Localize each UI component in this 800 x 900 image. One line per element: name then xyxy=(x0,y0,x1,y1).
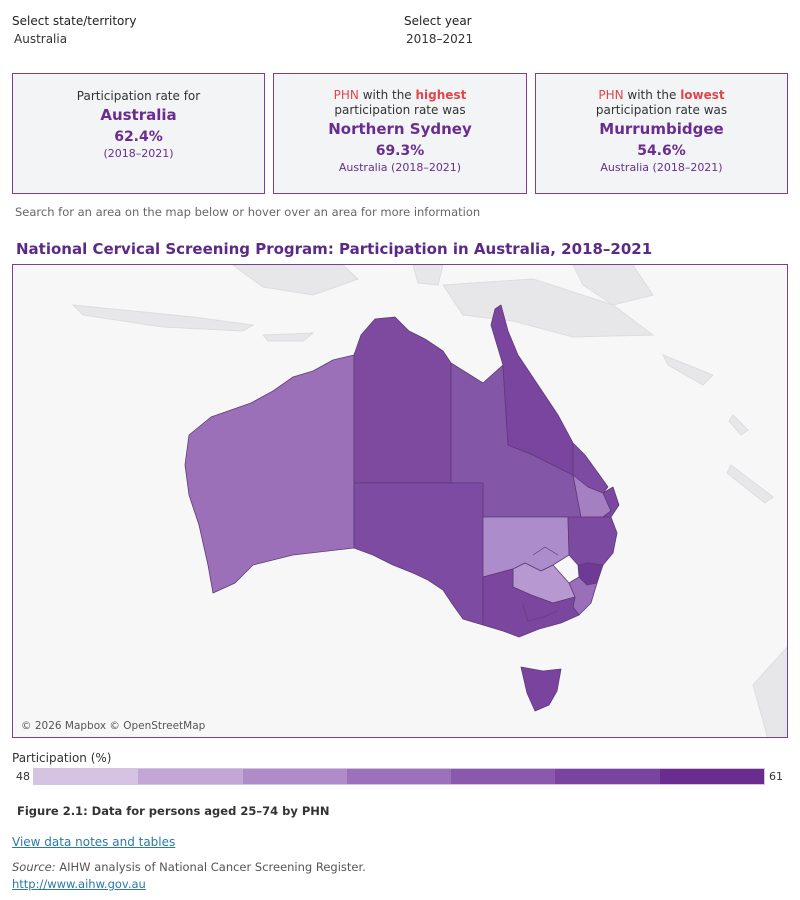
highest-card-rate: 69.3% xyxy=(375,143,425,159)
legend-swatch xyxy=(346,769,452,784)
land-new-zealand xyxy=(752,646,787,737)
highest-card-intro: PHN with the highest xyxy=(274,88,526,103)
region-northern-territory[interactable] xyxy=(353,316,452,484)
region-northern-queensland[interactable] xyxy=(490,304,579,476)
boundary-nsw-inner xyxy=(532,546,559,556)
lowest-card-keyword: lowest xyxy=(680,88,725,102)
lowest-card-period: Australia (2018–2021) xyxy=(600,161,723,174)
lowest-card-intro: PHN with the lowest xyxy=(536,88,787,103)
highest-card-name: Northern Sydney xyxy=(328,120,472,138)
region-tasmania[interactable] xyxy=(520,666,562,712)
source-text: AIHW analysis of National Cancer Screeni… xyxy=(55,860,366,874)
source-url-link[interactable]: http://www.aihw.gov.au xyxy=(12,877,146,891)
state-selector-label: Select state/territory xyxy=(12,14,137,28)
choropleth-map[interactable]: © 2026 Mapbox © OpenStreetMap xyxy=(12,264,788,738)
overall-card-area: Australia xyxy=(100,106,177,124)
highest-card-with: with the xyxy=(358,88,416,102)
land-solomon xyxy=(661,354,714,386)
year-selector[interactable]: Select year 2018–2021 xyxy=(404,14,473,46)
lowest-card-phn: PHN xyxy=(598,88,624,102)
map-canvas[interactable] xyxy=(13,265,788,738)
region-western-australia[interactable] xyxy=(184,354,355,594)
map-internal-boundaries xyxy=(522,546,559,622)
legend-max-label: 61 xyxy=(769,770,783,783)
overall-rate-card: Participation rate for Australia 62.4% (… xyxy=(12,73,265,194)
state-selector[interactable]: Select state/territory Australia xyxy=(12,14,136,46)
map-surrounding-land xyxy=(71,265,787,737)
view-data-notes-link[interactable]: View data notes and tables xyxy=(12,835,176,849)
legend-min-label: 48 xyxy=(16,770,30,783)
land-sulawesi xyxy=(412,265,444,286)
highest-card-phn: PHN xyxy=(333,88,359,102)
region-south-australia[interactable] xyxy=(353,482,484,626)
source-line: Source: AIHW analysis of National Cancer… xyxy=(12,860,366,874)
land-new-guinea xyxy=(442,278,655,338)
map-title: National Cervical Screening Program: Par… xyxy=(16,240,653,258)
legend-swatch xyxy=(555,769,660,784)
map-attribution: © 2026 Mapbox © OpenStreetMap xyxy=(21,720,206,732)
boundary-vic-inner xyxy=(522,604,559,622)
lowest-card-rate: 54.6% xyxy=(637,143,686,159)
land-new-caledonia xyxy=(726,464,774,504)
legend-swatch xyxy=(138,769,243,784)
lowest-phn-card: PHN with the lowest participation rate w… xyxy=(535,73,788,194)
overall-card-rate: 62.4% xyxy=(114,129,163,145)
highest-card-keyword: highest xyxy=(415,88,467,102)
land-borneo xyxy=(232,265,359,296)
figure-caption: Figure 2.1: Data for persons aged 25–74 … xyxy=(17,804,330,818)
overall-card-intro: Participation rate for xyxy=(76,89,201,103)
legend-swatch xyxy=(659,769,764,784)
map-search-hint: Search for an area on the map below or h… xyxy=(15,205,481,219)
state-selector-value[interactable]: Australia xyxy=(14,32,68,46)
legend-swatch xyxy=(34,769,139,784)
map-phn-regions xyxy=(184,304,620,712)
land-lesser-sunda xyxy=(261,332,315,342)
year-selector-value[interactable]: 2018–2021 xyxy=(406,32,474,46)
land-java xyxy=(71,304,255,332)
legend-color-scale xyxy=(33,768,765,785)
year-selector-label: Select year xyxy=(404,14,472,28)
highest-card-period: Australia (2018–2021) xyxy=(338,161,462,174)
region-victoria[interactable] xyxy=(482,568,580,638)
lowest-card-name: Murrumbidgee xyxy=(599,120,724,138)
region-hunter-new-england[interactable] xyxy=(567,516,618,566)
legend-swatch xyxy=(242,769,347,784)
highest-phn-card: PHN with the highest participation rate … xyxy=(273,73,527,194)
legend-swatch xyxy=(451,769,556,784)
highest-card-line2: participation rate was xyxy=(334,103,466,117)
legend-title: Participation (%) xyxy=(12,751,112,765)
land-vanuatu xyxy=(728,414,749,436)
lowest-card-with: with the xyxy=(623,88,681,102)
lowest-card-line2: participation rate was xyxy=(595,103,728,117)
land-papua-north xyxy=(572,265,654,306)
source-label: Source: xyxy=(12,860,56,874)
overall-card-period: (2018–2021) xyxy=(103,147,174,160)
